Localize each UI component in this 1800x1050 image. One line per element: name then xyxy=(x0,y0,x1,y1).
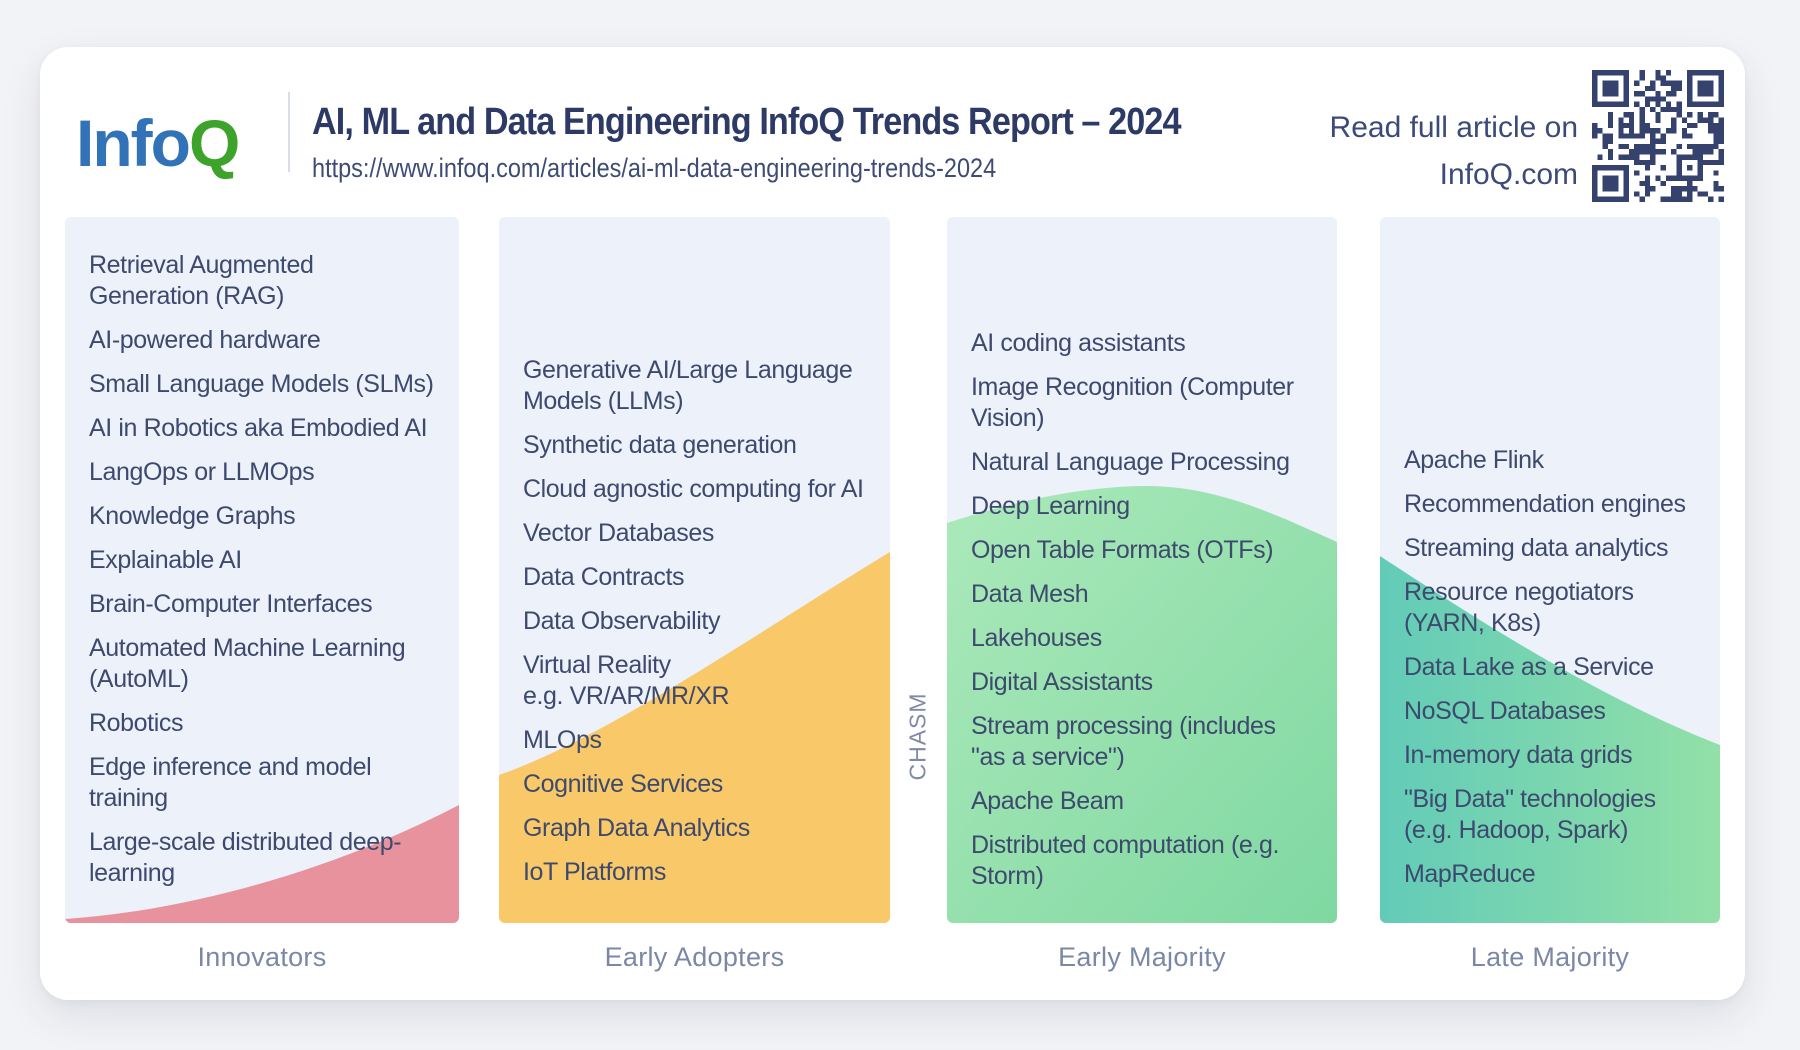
adoption-wave-early-majority xyxy=(947,486,1337,923)
trend-item: Natural Language Processing xyxy=(971,448,1290,476)
trend-item: AI coding assistants xyxy=(971,329,1186,357)
trend-item: Recommendation engines xyxy=(1404,490,1686,518)
trend-item: Stream processing (includes "as a servic… xyxy=(971,712,1276,771)
trend-item: Edge inference and model training xyxy=(89,753,372,812)
column-label-early-adopters: Early Adopters xyxy=(604,942,785,972)
read-full-article-text: Read full article on InfoQ.com xyxy=(1330,104,1578,198)
chasm-label: CHASM xyxy=(905,691,931,781)
report-title: AI, ML and Data Engineering InfoQ Trends… xyxy=(312,101,1182,143)
trend-item: NoSQL Databases xyxy=(1404,697,1606,725)
trend-item: Data Lake as a Service xyxy=(1404,653,1654,681)
trend-item: Data Mesh xyxy=(971,580,1089,608)
column-early-adopters: Generative AI/Large Language Models (LLM… xyxy=(499,217,890,923)
header-divider xyxy=(288,92,290,172)
trend-item: Synthetic data generation xyxy=(523,431,797,459)
adoption-wave-late-majority xyxy=(1380,556,1720,923)
trend-item: Deep Learning xyxy=(971,492,1130,520)
adoption-wave-early-adopters xyxy=(499,552,890,923)
adoption-wave-innovators xyxy=(65,805,459,923)
trend-item: Apache Beam xyxy=(971,787,1124,815)
trend-item: Cloud agnostic computing for AI xyxy=(523,475,864,503)
column-early-majority: AI coding assistants Image Recognition (C… xyxy=(947,217,1337,923)
trend-item: Cognitive Services xyxy=(523,770,723,798)
column-label-early-majority: Early Majority xyxy=(1058,942,1226,972)
trend-item: Robotics xyxy=(89,709,184,737)
qr-code-icon xyxy=(1592,70,1724,202)
trend-item: Graph Data Analytics xyxy=(523,814,750,842)
logo-text-q: Q xyxy=(188,106,240,180)
trend-item: Generative AI/Large Language Models (LLM… xyxy=(523,356,853,415)
trend-item: Distributed computation (e.g. Storm) xyxy=(971,831,1280,890)
trend-list-innovators: Retrieval Augmented Generation (RAG) AI-p… xyxy=(65,217,459,889)
trend-item: Retrieval Augmented Generation (RAG) xyxy=(89,251,314,310)
trend-item: "Big Data" technologies (e.g. Hadoop, Sp… xyxy=(1404,785,1656,844)
trend-item: In-memory data grids xyxy=(1404,741,1633,769)
trend-item: Knowledge Graphs xyxy=(89,502,296,530)
trend-item: LangOps or LLMOps xyxy=(89,458,315,486)
trend-item: Automated Machine Learning (AutoML) xyxy=(89,634,406,693)
trend-item: Lakehouses xyxy=(971,624,1102,652)
read-cta-line1: Read full article on xyxy=(1329,111,1578,144)
trend-item: Digital Assistants xyxy=(971,668,1153,696)
trend-list-early-majority: AI coding assistants Image Recognition (C… xyxy=(947,217,1337,892)
column-late-majority: Apache Flink Recommendation engines Stream… xyxy=(1380,217,1720,923)
infoq-logo: InfoQ xyxy=(76,110,240,176)
trend-item: IoT Platforms xyxy=(523,858,666,886)
trend-item: Image Recognition (Computer Vision) xyxy=(971,373,1294,432)
trend-item: Apache Flink xyxy=(1404,446,1544,474)
trend-list-early-adopters: Generative AI/Large Language Models (LLM… xyxy=(499,217,890,888)
trend-item: Vector Databases xyxy=(523,519,714,547)
read-cta-line2: InfoQ.com xyxy=(1439,158,1578,191)
column-innovators: Retrieval Augmented Generation (RAG) AI-p… xyxy=(65,217,459,923)
column-label-late-majority: Late Majority xyxy=(1470,942,1630,972)
trend-list-late-majority: Apache Flink Recommendation engines Stream… xyxy=(1380,217,1720,890)
trend-item: Data Contracts xyxy=(523,563,685,591)
trend-item: Large-scale distributed deep- learning xyxy=(89,828,402,887)
trend-item: Virtual Reality e.g. VR/AR/MR/XR xyxy=(523,651,730,710)
trend-item: Streaming data analytics xyxy=(1404,534,1669,562)
logo-text-info: Info xyxy=(76,106,191,180)
trend-item: MLOps xyxy=(523,726,602,754)
column-label-innovators: Innovators xyxy=(197,942,327,972)
trend-item: Brain-Computer Interfaces xyxy=(89,590,373,618)
trend-item: Data Observability xyxy=(523,607,721,635)
trend-item: MapReduce xyxy=(1404,860,1536,888)
trend-item: AI-powered hardware xyxy=(89,326,321,354)
trend-item: Open Table Formats (OTFs) xyxy=(971,536,1274,564)
chasm-gap: CHASM xyxy=(890,676,947,796)
trend-item: Resource negotiators (YARN, K8s) xyxy=(1404,578,1634,637)
trend-item: Small Language Models (SLMs) xyxy=(89,370,434,398)
trend-item: AI in Robotics aka Embodied AI xyxy=(89,414,428,442)
trend-item: Explainable AI xyxy=(89,546,242,574)
article-url: https://www.infoq.com/articles/ai-ml-dat… xyxy=(312,153,997,183)
